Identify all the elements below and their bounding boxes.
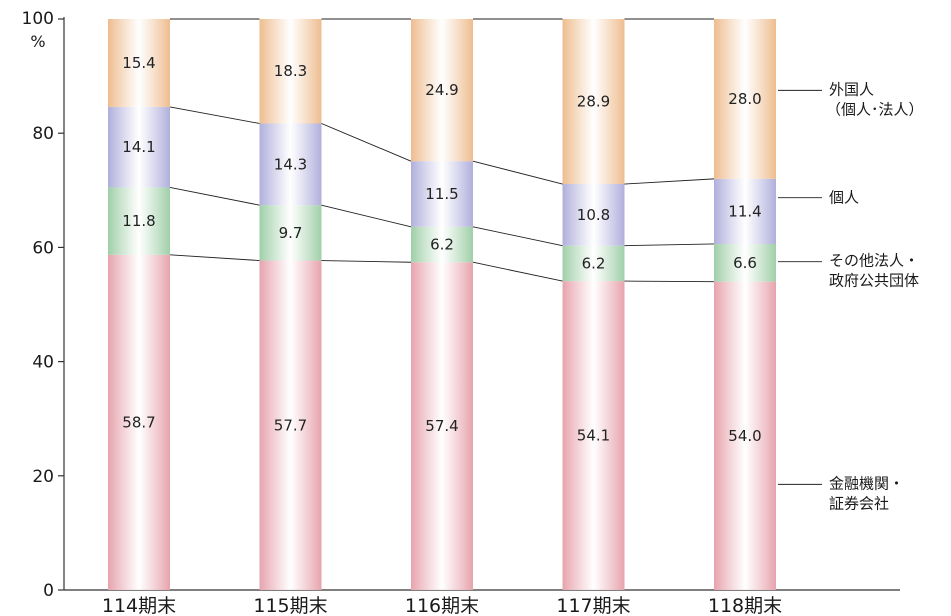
data-label: 6.6 — [733, 254, 757, 272]
data-label: 11.4 — [728, 202, 761, 220]
data-labels: 58.7 11.8 14.1 15.4 57.7 9.7 14.3 18.3 57.4 6.2 11… — [122, 54, 761, 445]
connector-line — [472, 226, 563, 247]
data-label: 10.8 — [577, 206, 610, 224]
bar-segment — [108, 254, 170, 590]
data-label: 14.1 — [122, 138, 155, 156]
bar-segment — [259, 123, 322, 206]
connector-line — [321, 260, 412, 263]
y-tick-label: 20 — [32, 467, 54, 487]
y-unit-label: % — [30, 32, 45, 51]
y-tick-label: 100 — [22, 9, 54, 29]
bar-segment — [562, 281, 625, 590]
legend-label: 個人 — [829, 189, 859, 207]
data-label: 6.2 — [582, 254, 606, 272]
data-label: 11.5 — [425, 185, 458, 203]
connector-line — [472, 261, 563, 282]
connector-line — [321, 123, 412, 162]
data-label: 11.8 — [122, 212, 155, 230]
connector-line — [624, 178, 715, 185]
y-tick-label: 40 — [32, 353, 54, 373]
bar-segment — [411, 161, 473, 227]
data-label: 28.0 — [728, 90, 761, 108]
data-label: 54.0 — [728, 427, 761, 445]
bars — [108, 19, 776, 590]
data-label: 58.7 — [122, 413, 155, 431]
y-tick-label: 60 — [32, 238, 54, 258]
legend-label: その他法人・政府公共団体 — [829, 252, 919, 290]
bar-segment — [411, 19, 473, 162]
connector-line — [169, 187, 260, 206]
data-label: 28.9 — [577, 93, 610, 111]
connector-line — [472, 160, 563, 185]
y-tick-label: 0 — [43, 581, 54, 601]
connector-line — [624, 280, 715, 283]
y-tick-label: 80 — [32, 124, 54, 144]
axes: 0 20 40 60 80 100% 114期末 115期末 116期末 117期末 118期末 — [22, 9, 900, 616]
bar-segment — [259, 19, 322, 124]
data-label: 57.7 — [274, 416, 307, 434]
data-label: 24.9 — [425, 81, 458, 99]
bar-segment — [562, 19, 625, 185]
legend-label: 外国人（個人･法人） — [826, 80, 924, 118]
bar-segment — [259, 205, 322, 261]
data-label: 9.7 — [279, 224, 303, 242]
category-label: 115期末 — [253, 595, 327, 616]
bar-segment — [714, 19, 776, 179]
bar-segment — [108, 187, 170, 255]
connector-line — [169, 106, 260, 124]
category-label: 116期末 — [405, 595, 479, 616]
bar-segment — [411, 226, 473, 263]
bar-segment — [562, 184, 625, 246]
bar-segment — [714, 178, 776, 244]
bar-segment — [108, 19, 170, 107]
data-label: 18.3 — [274, 62, 307, 80]
bar-segment — [714, 281, 776, 590]
bar-segment — [108, 106, 170, 188]
connector-lines — [169, 18, 715, 283]
legend-label: 金融機関・証券会社 — [829, 474, 904, 512]
category-label: 117期末 — [556, 595, 630, 616]
connector-line — [169, 254, 260, 261]
bar-segment — [562, 245, 625, 282]
data-label: 15.4 — [122, 54, 155, 72]
data-label: 6.2 — [430, 236, 454, 254]
connector-line — [624, 243, 715, 247]
data-label: 14.3 — [274, 155, 307, 173]
category-label: 114期末 — [102, 595, 176, 616]
data-label: 57.4 — [425, 417, 458, 435]
bar-segment — [411, 262, 473, 590]
connector-line — [321, 204, 412, 228]
category-label: 118期末 — [708, 595, 782, 616]
bar-segment — [714, 243, 776, 282]
data-label: 54.1 — [577, 427, 610, 445]
bar-segment — [259, 260, 322, 590]
